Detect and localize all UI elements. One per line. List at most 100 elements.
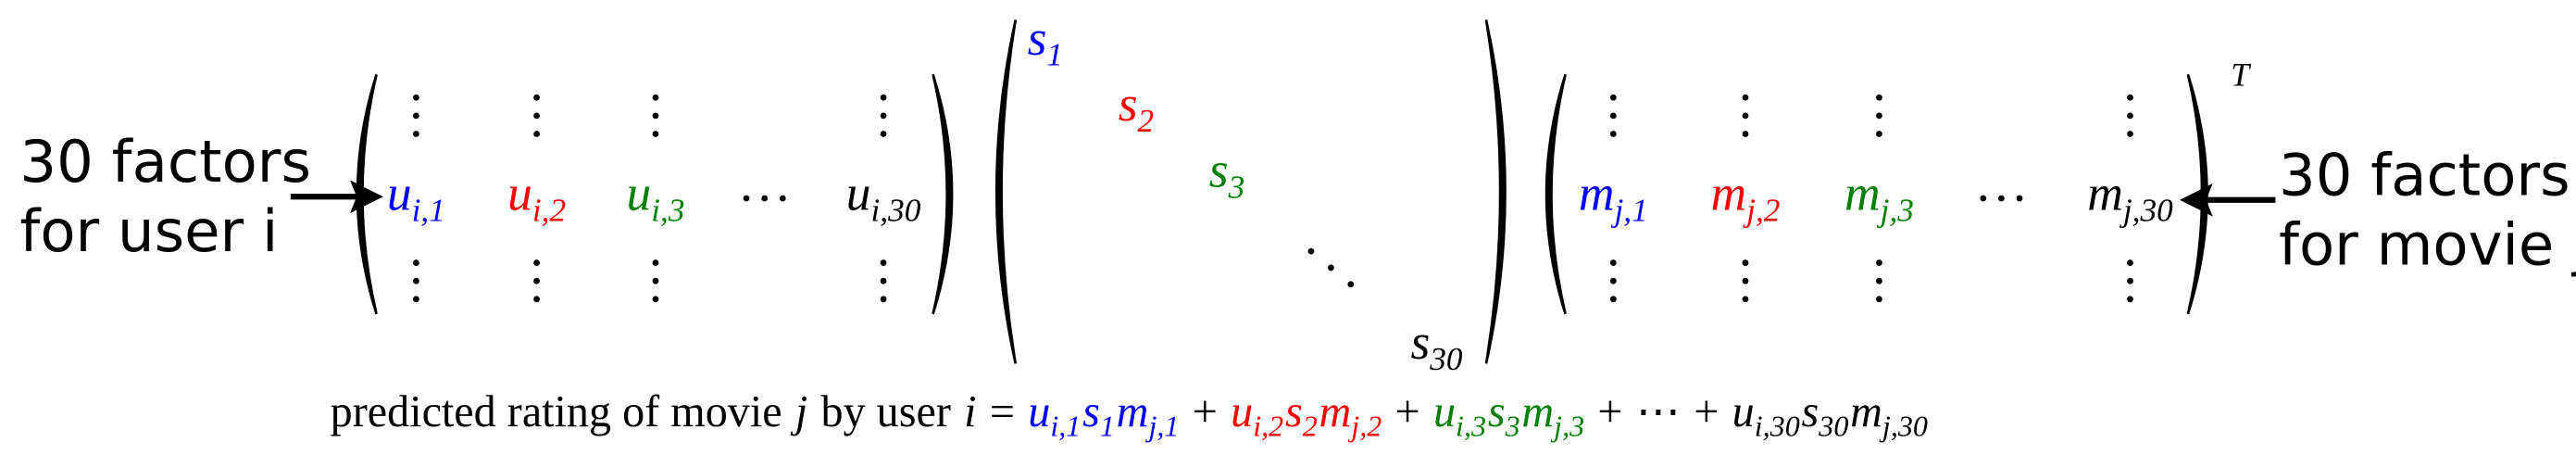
math-term: ui,2 [507, 166, 566, 229]
dot [652, 94, 659, 101]
formula-text: by user [821, 387, 951, 436]
formula-text: j [790, 387, 807, 436]
symbol: s [1802, 387, 1819, 436]
subscript: i,2 [532, 192, 566, 228]
dot [413, 277, 419, 284]
dot [652, 296, 659, 303]
symbol: s [1209, 143, 1229, 198]
dot [533, 277, 540, 284]
subscript: 1 [1100, 410, 1115, 443]
symbol: u [1231, 387, 1253, 436]
dot [880, 277, 887, 284]
dot [652, 277, 659, 284]
subscript: 1 [1046, 37, 1063, 73]
dot [1609, 277, 1617, 284]
subscript: 2 [1303, 410, 1318, 443]
dot [1742, 296, 1749, 303]
dot [533, 259, 540, 266]
subscript: i,3 [651, 192, 684, 228]
subscript: 30 [1818, 410, 1848, 443]
dot [1609, 296, 1617, 303]
dot [1327, 264, 1334, 272]
dot [1742, 131, 1749, 137]
subscript: j,2 [1743, 192, 1780, 228]
dot [761, 195, 769, 202]
symbol: m [1579, 166, 1615, 221]
dot [2016, 195, 2023, 202]
dot [880, 94, 887, 101]
dot [2127, 112, 2133, 120]
dot [533, 296, 540, 303]
symbol: u [1433, 387, 1456, 436]
dot [1876, 131, 1882, 137]
subscript: j,30 [1879, 410, 1928, 443]
parenthesis [994, 19, 1018, 364]
dot [1609, 131, 1617, 137]
subscript: i,30 [1755, 410, 1800, 443]
symbol: u [626, 166, 651, 221]
formula-text: + [1597, 387, 1622, 436]
parenthesis [1484, 19, 1507, 364]
symbol: m [2087, 166, 2123, 221]
dot [2127, 296, 2133, 303]
subscript: j,30 [2120, 192, 2173, 228]
symbol: m [1521, 387, 1554, 436]
dot [533, 131, 540, 137]
dot [1609, 112, 1617, 120]
dot [880, 259, 887, 266]
math-term: mj,3 [1844, 166, 1914, 229]
symbol: s [1410, 314, 1430, 370]
math-term: ui,1 [387, 166, 445, 229]
dot [1742, 277, 1749, 284]
dot [1876, 259, 1882, 266]
dot [880, 112, 887, 120]
math-term: s1 [1028, 10, 1063, 73]
dot [1876, 94, 1882, 101]
dot [1609, 259, 1617, 266]
dot [413, 94, 419, 101]
symbol: m [1844, 166, 1881, 221]
dot [1609, 94, 1617, 101]
symbol: s [1028, 10, 1047, 66]
subscript: 3 [1228, 169, 1245, 205]
left-label: for user i [19, 197, 278, 265]
right-label: 30 factors [2279, 141, 2570, 209]
symbol: s [1285, 387, 1303, 436]
symbol: u [387, 166, 412, 221]
subscript: i,3 [1456, 410, 1486, 443]
subscript: j,2 [1347, 410, 1382, 443]
dot [2127, 277, 2133, 284]
dot [1980, 195, 1987, 202]
symbol: s [1488, 387, 1506, 436]
math-term: mj,1 [1579, 166, 1648, 229]
dot [533, 94, 540, 101]
subscript: j,3 [1877, 192, 1914, 228]
math-term: mj,2 [1711, 166, 1781, 229]
symbol: m [1850, 387, 1882, 436]
subscript: 2 [1138, 103, 1155, 139]
symbol: u [1732, 387, 1755, 436]
symbol: u [507, 166, 532, 221]
dot [2127, 94, 2133, 101]
formula-text: = [990, 387, 1015, 436]
symbol: m [1711, 166, 1747, 221]
dot [743, 195, 750, 202]
parenthesis [1544, 73, 1567, 315]
dot [1742, 94, 1749, 101]
math-term: ui,30 [846, 166, 921, 229]
dot [1876, 112, 1882, 120]
parenthesis [356, 73, 378, 315]
subscript: 3 [1505, 410, 1520, 443]
dot [533, 112, 540, 120]
dot [880, 296, 887, 303]
dot [1876, 277, 1882, 284]
math-term: ui,3 [626, 166, 684, 229]
formula: predicted rating of movie j by user i = ui,1s… [331, 387, 1928, 443]
symbol: s [1119, 76, 1138, 132]
subscript: j,3 [1550, 410, 1584, 443]
formula-text: predicted rating of movie [331, 387, 782, 436]
symbol: u [1028, 387, 1050, 436]
formula-text: i [964, 387, 976, 436]
dot [2127, 259, 2133, 266]
